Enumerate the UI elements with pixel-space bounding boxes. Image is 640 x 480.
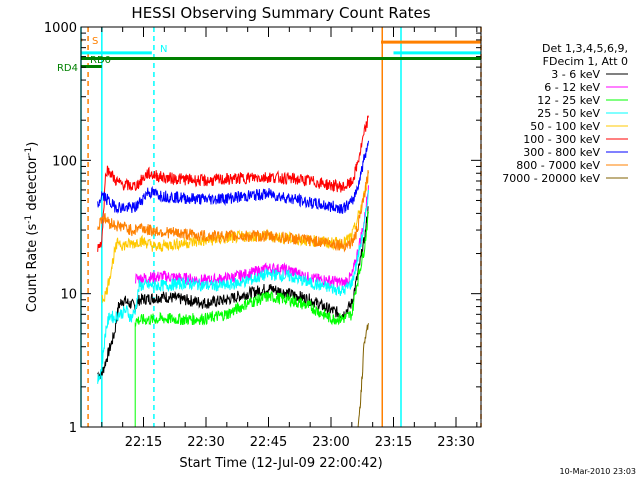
y-axis-label-sup2: -1 xyxy=(24,147,34,156)
flag-label-n: N xyxy=(160,44,167,55)
legend-header-line: FDecim 1, Att 0 xyxy=(543,55,628,68)
series-line-6-12-kev xyxy=(135,185,369,288)
y-axis-label: Count Rate (s-1 detector-1) xyxy=(24,142,40,313)
flag-label-s: S xyxy=(92,36,98,47)
legend-label-25-50-kev: 25 - 50 keV xyxy=(537,107,600,120)
legend-label-3-6-kev: 3 - 6 keV xyxy=(551,68,600,81)
x-tick-label: 23:15 xyxy=(375,435,412,450)
series-line-300-800-kev xyxy=(97,140,369,214)
x-tick-label: 23:30 xyxy=(437,435,474,450)
x-tick-label: 23:00 xyxy=(312,435,349,450)
series-line-25-50-kev xyxy=(97,189,369,384)
y-axis-ticks: 1 10 100 1000 xyxy=(44,21,481,436)
y-axis-label-mid: detector xyxy=(25,155,40,215)
series-line-800-7000-kev xyxy=(97,170,369,253)
chart-title: HESSI Observing Summary Count Rates xyxy=(131,4,430,22)
legend-label-12-25-kev: 12 - 25 keV xyxy=(537,94,600,107)
y-axis-label-end: ) xyxy=(25,142,40,147)
x-tick-label: 22:15 xyxy=(125,435,162,450)
legend-label-100-300-kev: 100 - 300 keV xyxy=(523,133,600,146)
y-tick-label: 1000 xyxy=(44,21,77,36)
series-line-50-100-kev xyxy=(101,172,369,304)
legend-header-line: Det 1,3,4,5,6,9, xyxy=(542,42,628,55)
legend-label-6-12-kev: 6 - 12 keV xyxy=(544,81,600,94)
y-axis-label-sup1: -1 xyxy=(24,215,34,224)
x-tick-label: 22:30 xyxy=(187,435,224,450)
y-tick-label: 1 xyxy=(69,421,77,436)
legend-label-7000-20000-kev: 7000 - 20000 keV xyxy=(502,172,600,185)
y-tick-label: 100 xyxy=(52,154,77,169)
x-axis-label: Start Time (12-Jul-09 22:00:42) xyxy=(179,456,382,471)
y-axis-label-main: Count Rate (s xyxy=(25,224,40,313)
series-line-7000-20000-kev xyxy=(357,323,369,428)
series-lines xyxy=(81,115,369,428)
series-line-100-300-kev xyxy=(97,115,369,252)
x-tick-label: 22:45 xyxy=(250,435,287,450)
series-line-3-6-kev xyxy=(97,206,369,380)
legend-label-800-7000-kev: 800 - 7000 keV xyxy=(516,159,600,172)
y-tick-label: 10 xyxy=(60,288,77,303)
legend: Det 1,3,4,5,6,9,FDecim 1, Att 03 - 6 keV… xyxy=(502,42,628,185)
x-axis-ticks: 22:15 22:30 22:45 23:00 23:15 23:30 xyxy=(101,27,478,450)
legend-label-50-100-kev: 50 - 100 keV xyxy=(530,120,600,133)
footer-timestamp: 10-Mar-2010 23:03 xyxy=(560,467,637,476)
plot-frame xyxy=(80,26,482,428)
flag-label-rd4: RD4 xyxy=(57,63,78,74)
legend-label-300-800-kev: 300 - 800 keV xyxy=(523,146,600,159)
status-flag-lines: S N RD0 RD4 xyxy=(57,36,481,74)
flag-label-rd0: RD0 xyxy=(90,55,111,66)
